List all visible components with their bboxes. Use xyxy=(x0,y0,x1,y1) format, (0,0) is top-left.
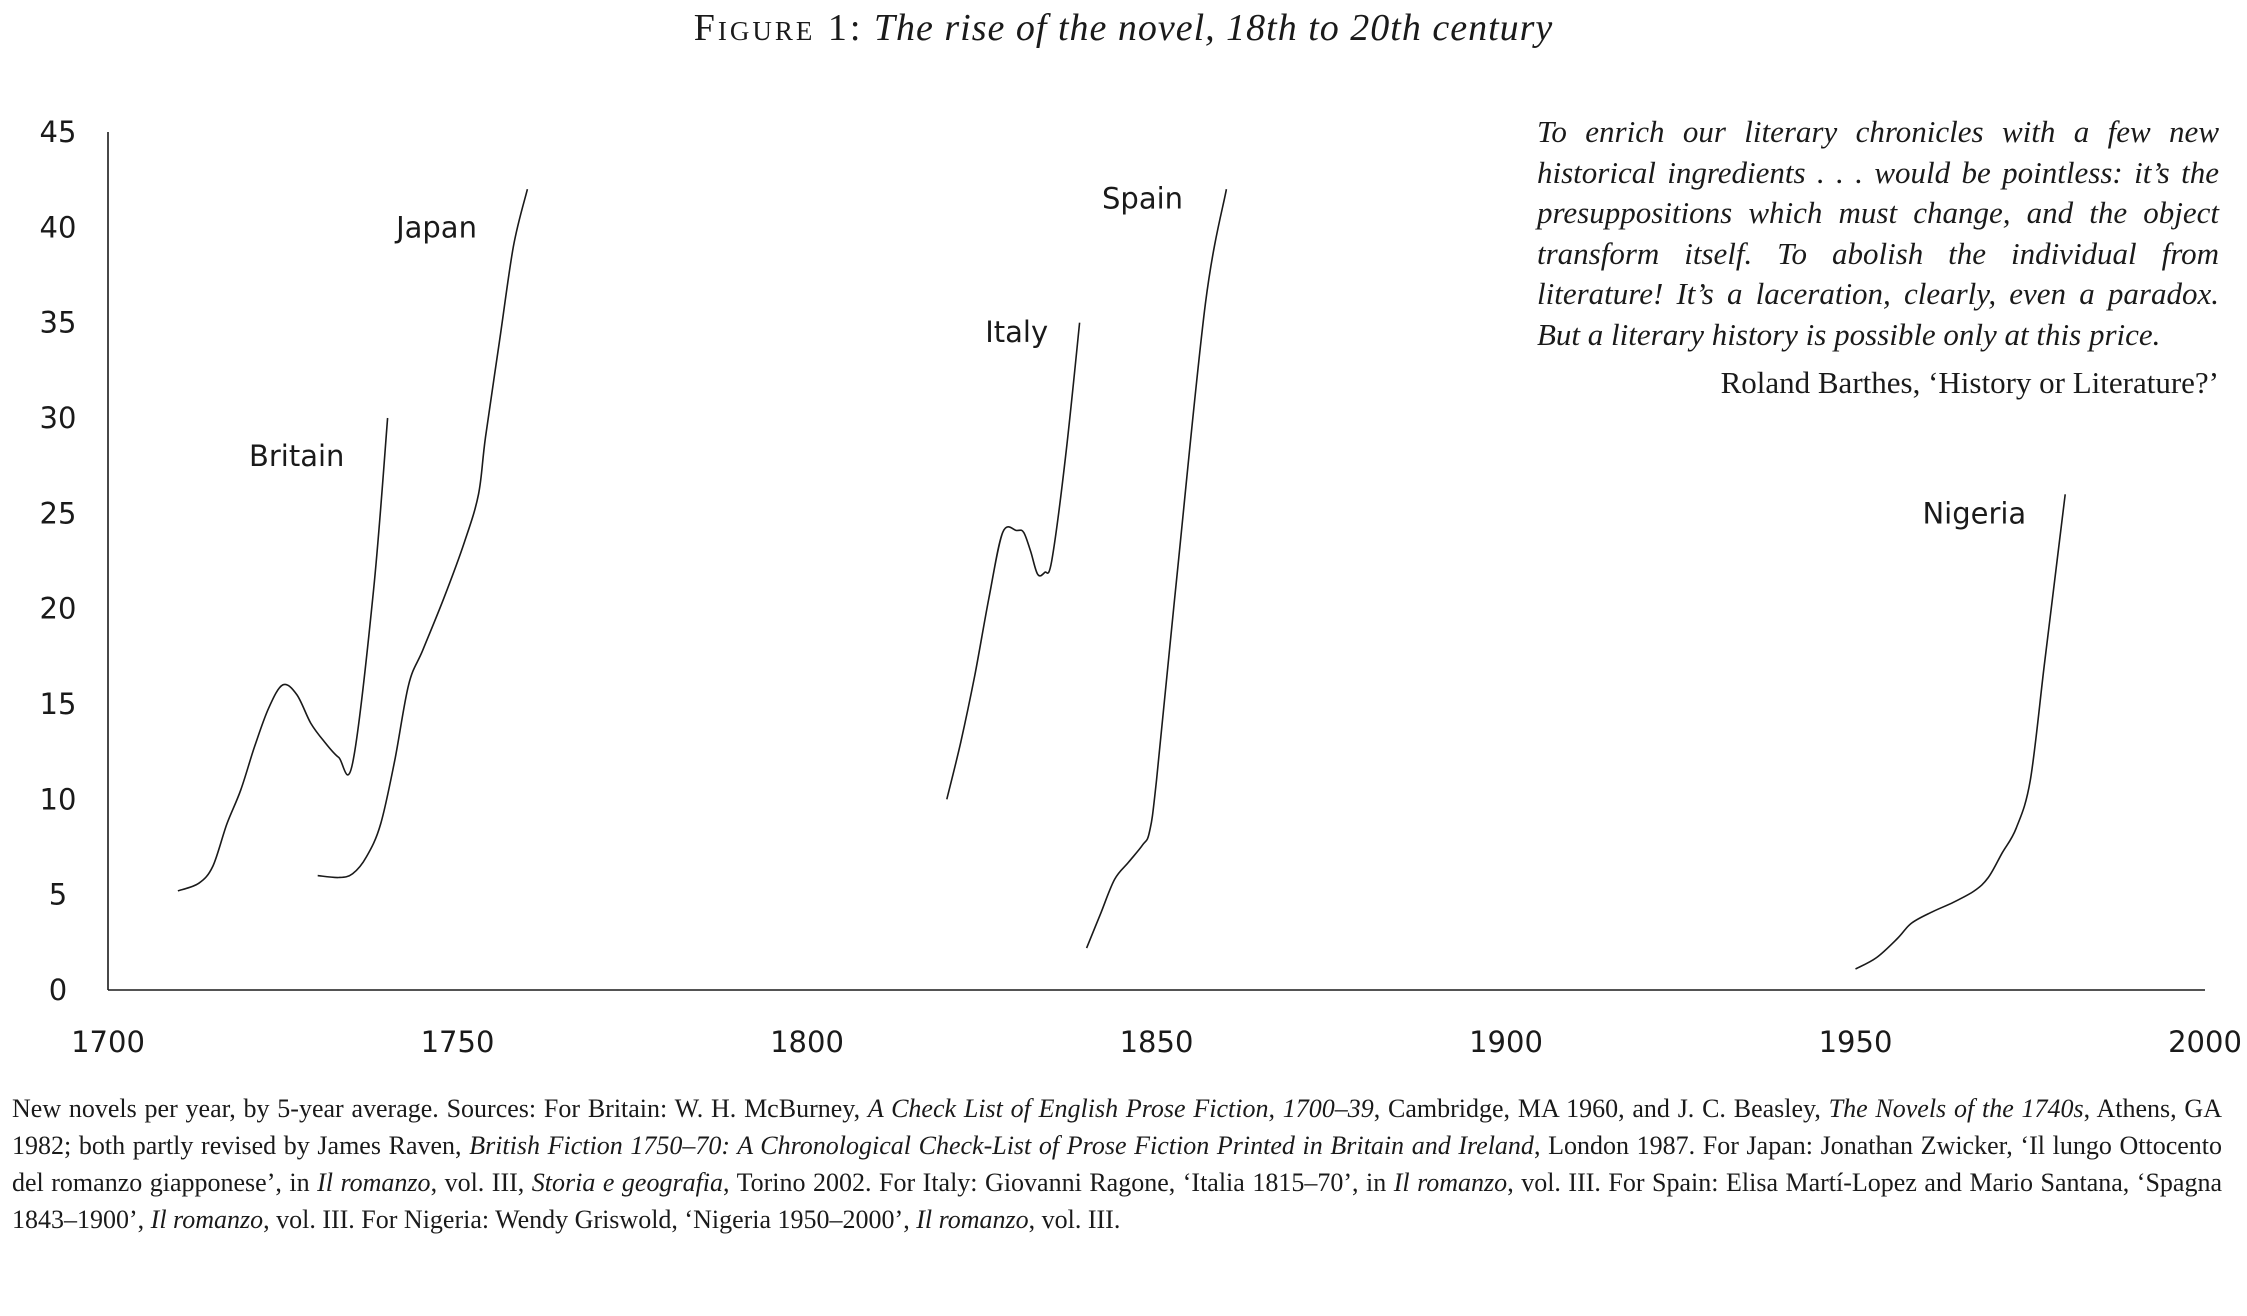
line-chart: 0 5 10 15 20 25 30 35 40 45 1700 1750 1800 1850 1900 19… xyxy=(40,115,2242,1059)
caption-text: , vol. III, xyxy=(430,1168,532,1197)
caption-title: Il romanzo xyxy=(150,1205,264,1234)
caption-title: Il romanzo xyxy=(1393,1168,1508,1197)
x-tick-label: 1850 xyxy=(1120,1025,1194,1059)
y-tick-label: 10 xyxy=(40,782,77,816)
caption-text: , Athens, GA 1982; both partly revised b… xyxy=(12,1094,2222,1160)
axes: 0 5 10 15 20 25 30 35 40 45 1700 1750 1800 1850 1900 19… xyxy=(40,115,2242,1059)
caption-title: The Novels of the 1740s xyxy=(1828,1094,2084,1123)
series-line-nigeria xyxy=(1855,494,2066,970)
caption-text: , vol. III. For Spain: Elisa Martí-Lopez… xyxy=(12,1168,2223,1234)
series-label-spain: Spain xyxy=(1102,182,1183,216)
series-label-japan: Japan xyxy=(394,210,477,244)
y-tick-label: 0 xyxy=(49,973,67,1007)
series-line-spain xyxy=(1085,189,1228,949)
y-tick-label: 5 xyxy=(49,878,67,912)
y-tick-label: 45 xyxy=(40,115,77,149)
series-line-japan xyxy=(317,189,529,879)
figure-title-text: The rise of the novel, 18th to 20th cent… xyxy=(873,7,1554,49)
caption-title: British Fiction 1750–70: A Chronological… xyxy=(469,1131,1534,1160)
caption-title: Il romanzo xyxy=(317,1168,431,1197)
caption-text: , vol. III. xyxy=(1028,1205,1121,1234)
series-label-nigeria: Nigeria xyxy=(1922,496,2026,530)
caption-text: , Cambridge, MA 1960, and J. C. Beasley, xyxy=(1373,1094,1829,1123)
caption-title: Storia e geografia xyxy=(531,1168,724,1197)
y-tick-label: 15 xyxy=(40,687,77,721)
x-tick-label: 1800 xyxy=(770,1025,844,1059)
series-layer: Britain Japan Italy Spain Nigeria xyxy=(177,182,2066,970)
epigraph-text: To enrich our literary chronicles with a… xyxy=(1537,114,2219,352)
x-tick-label: 2000 xyxy=(2168,1025,2242,1059)
epigraph: To enrich our literary chronicles with a… xyxy=(1537,112,2219,404)
y-tick-label: 30 xyxy=(40,401,77,435)
caption-title: A Check List of English Prose Fiction, 1… xyxy=(867,1094,1374,1123)
figure-label: Figure 1: xyxy=(693,7,864,49)
x-tick-label: 1700 xyxy=(71,1025,145,1059)
series-line-italy xyxy=(946,322,1081,800)
caption-text: , London 1987. For Japan: Jonathan Zwick… xyxy=(12,1131,2222,1197)
x-tick-label: 1750 xyxy=(421,1025,495,1059)
caption-text: , vol. III. For Nigeria: Wendy Griswold,… xyxy=(263,1205,917,1234)
caption-title: Il romanzo xyxy=(916,1205,1029,1234)
series-line-britain xyxy=(177,417,389,892)
figure-title: Figure 1: The rise of the novel, 18th to… xyxy=(0,6,2247,50)
y-tick-label: 35 xyxy=(40,306,77,340)
figure-caption: New novels per year, by 5-year average. … xyxy=(12,1090,2222,1238)
x-tick-label: 1900 xyxy=(1469,1025,1543,1059)
series-label-italy: Italy xyxy=(985,315,1048,349)
y-tick-label: 25 xyxy=(40,496,77,530)
y-tick-label: 20 xyxy=(40,592,77,626)
x-tick-label: 1950 xyxy=(1819,1025,1893,1059)
caption-text: New novels per year, by 5-year average. … xyxy=(12,1094,868,1123)
series-label-britain: Britain xyxy=(249,439,344,473)
y-tick-label: 40 xyxy=(40,210,77,244)
caption-text: , Torino 2002. For Italy: Giovanni Ragon… xyxy=(723,1168,1394,1197)
epigraph-attribution: Roland Barthes, ‘History or Literature?’ xyxy=(1720,365,2219,400)
